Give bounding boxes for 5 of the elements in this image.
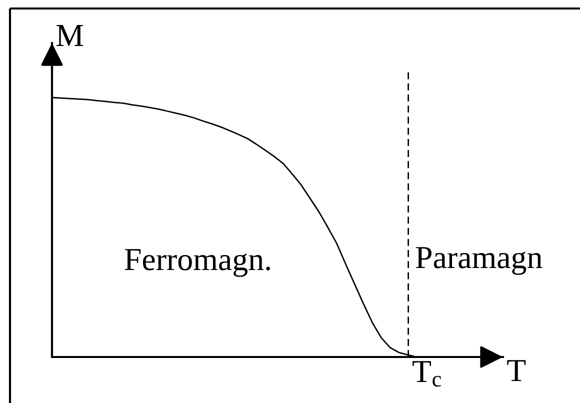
x-axis-title: T bbox=[507, 360, 526, 382]
y-axis-title: M bbox=[56, 25, 84, 46]
annotation: Ferromagn. bbox=[124, 249, 270, 277]
text: T$_{c}$ bbox=[412, 361, 442, 387]
annotation: Paramagn bbox=[416, 247, 542, 275]
